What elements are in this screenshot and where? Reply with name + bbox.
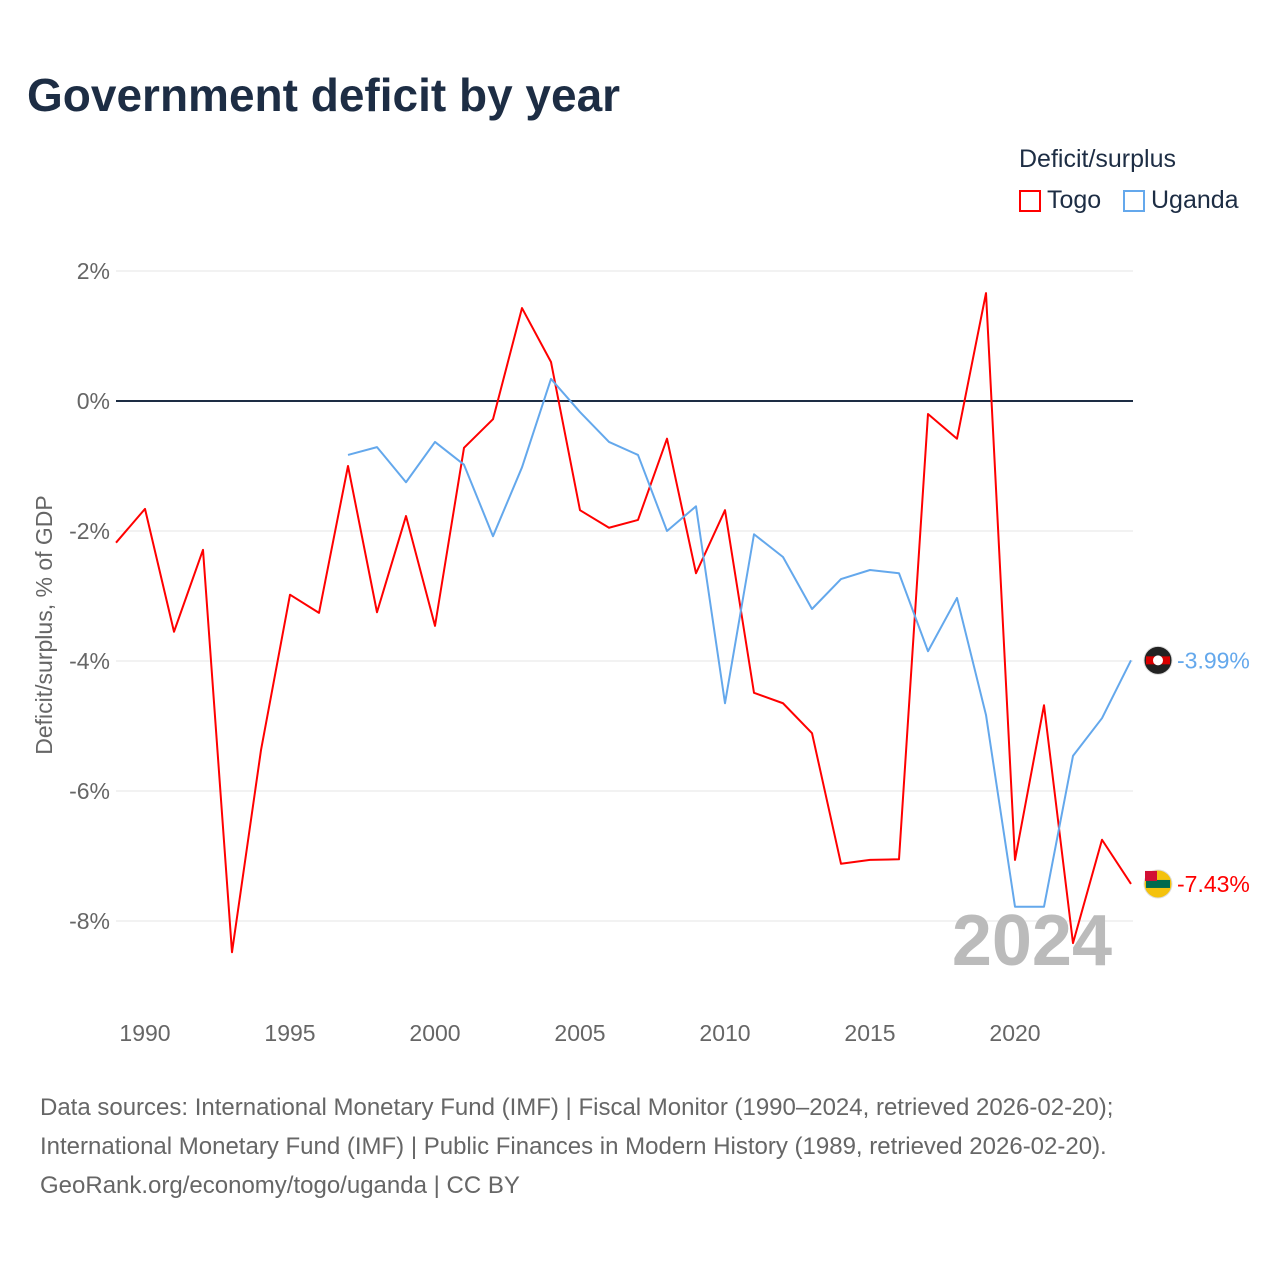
chart-title: Government deficit by year (27, 69, 621, 121)
end-value-label: -7.43% (1177, 871, 1250, 897)
legend-item-togo[interactable]: Togo (1019, 186, 1101, 215)
x-tick-label: 2005 (554, 1020, 605, 1046)
legend-item-uganda[interactable]: Uganda (1123, 186, 1239, 215)
flag-stripe (1146, 879, 1170, 888)
legend-title: Deficit/surplus (1019, 145, 1176, 173)
x-tick-label: 1995 (264, 1020, 315, 1046)
y-tick-label: -6% (69, 778, 110, 804)
end-value-label: -3.99% (1177, 647, 1250, 673)
x-tick-label: 2020 (989, 1020, 1040, 1046)
attribution-link[interactable]: GeoRank.org/economy/togo/uganda | CC BY (40, 1172, 520, 1199)
series-line-uganda (347, 377, 1132, 908)
series-line-togo (115, 292, 1132, 954)
flag-canton (1145, 870, 1157, 881)
x-tick-label: 2015 (844, 1020, 895, 1046)
x-tick-label: 2010 (699, 1020, 750, 1046)
footer: Data sources: International Monetary Fun… (40, 1088, 1113, 1205)
source-line: Data sources: International Monetary Fun… (40, 1094, 1114, 1121)
legend-label: Uganda (1151, 186, 1239, 214)
legend-label: Togo (1047, 186, 1102, 214)
chart-plot: 2% 0% -2% -4% -6% -8% 1990 1995 2000 2005 2010 2015… (31, 258, 1250, 1046)
x-tick-label: 2000 (409, 1020, 460, 1046)
y-tick-label: -4% (69, 648, 110, 674)
x-tick-label: 1990 (119, 1020, 170, 1046)
flag-emblem (1153, 655, 1163, 666)
source-line: International Monetary Fund (IMF) | Publ… (40, 1133, 1107, 1160)
y-tick-label: 0% (77, 388, 110, 414)
legend-swatch-togo (1019, 189, 1041, 212)
legend-swatch-uganda (1123, 189, 1145, 212)
y-tick-label: 2% (77, 258, 110, 284)
y-tick-label: -2% (69, 518, 110, 544)
y-tick-label: -8% (69, 908, 110, 934)
y-axis-label: Deficit/surplus, % of GDP (31, 495, 57, 754)
year-watermark: 2024 (952, 901, 1112, 981)
